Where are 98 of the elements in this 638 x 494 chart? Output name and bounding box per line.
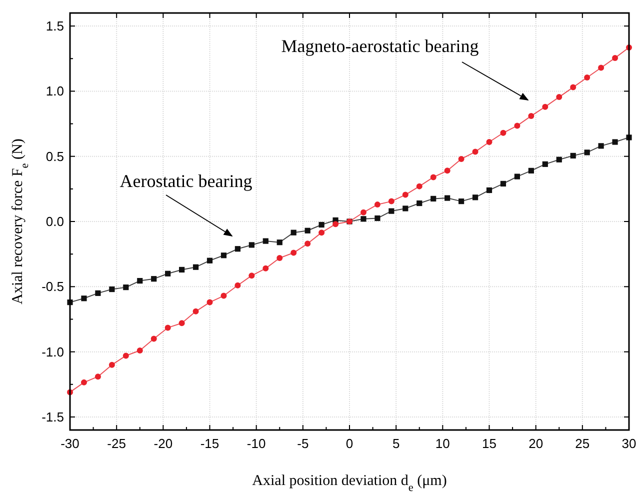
point xyxy=(486,139,492,146)
y-tick-label: 1.5 xyxy=(46,18,64,34)
point xyxy=(416,200,422,206)
point xyxy=(514,122,520,129)
point xyxy=(151,276,157,282)
y-tick-label: -1.5 xyxy=(42,409,64,424)
point xyxy=(80,379,87,386)
point xyxy=(360,209,366,216)
point xyxy=(234,246,240,252)
point xyxy=(500,180,506,187)
point xyxy=(612,54,618,61)
point xyxy=(248,272,255,279)
x-tick-label: -30 xyxy=(60,436,80,451)
point xyxy=(81,296,87,302)
x-tick-label: 20 xyxy=(528,436,544,451)
point xyxy=(556,156,562,162)
point xyxy=(123,284,129,290)
point xyxy=(598,64,604,71)
point xyxy=(570,152,576,158)
y-tick-label: 0.0 xyxy=(46,214,64,229)
point xyxy=(95,290,101,296)
point xyxy=(150,336,157,342)
point xyxy=(220,252,227,258)
point xyxy=(430,196,436,202)
point xyxy=(388,198,394,204)
point xyxy=(178,320,185,326)
point xyxy=(290,230,296,236)
point xyxy=(318,222,324,228)
point xyxy=(206,299,213,306)
x-tick-label: 0 xyxy=(346,436,354,451)
point xyxy=(165,270,171,276)
point xyxy=(374,202,380,208)
point xyxy=(612,139,618,145)
x-tick-label: -20 xyxy=(154,436,173,451)
point xyxy=(262,238,268,244)
x-tick-label: -25 xyxy=(107,436,126,451)
y-tick-label: 0.5 xyxy=(46,148,64,164)
point xyxy=(444,195,450,201)
point xyxy=(248,242,254,248)
point xyxy=(570,84,576,90)
point xyxy=(472,148,478,155)
point xyxy=(94,374,101,380)
point xyxy=(430,174,436,180)
point xyxy=(276,240,282,246)
point xyxy=(304,228,310,234)
point xyxy=(402,192,408,198)
point xyxy=(528,112,534,119)
point xyxy=(444,168,450,174)
point xyxy=(402,206,408,212)
y-tick-label: -0.5 xyxy=(42,279,64,294)
point xyxy=(542,104,548,110)
point xyxy=(458,198,464,204)
point xyxy=(472,194,478,200)
point xyxy=(528,168,534,174)
point xyxy=(192,308,199,314)
point xyxy=(360,216,366,222)
point xyxy=(598,143,604,149)
point xyxy=(416,183,422,190)
point xyxy=(304,240,311,247)
x-axis-title: Axial position deviation d$_{e}$ (μm) xyxy=(252,473,447,494)
x-tick-label: 10 xyxy=(435,436,450,451)
x-tick-label: -10 xyxy=(246,436,266,451)
point xyxy=(136,348,143,354)
point xyxy=(318,230,325,236)
point xyxy=(206,258,213,264)
point xyxy=(220,292,227,299)
point xyxy=(108,362,115,368)
point xyxy=(486,187,492,194)
point xyxy=(122,352,129,359)
point xyxy=(234,282,241,288)
point xyxy=(192,264,199,270)
point xyxy=(262,265,269,272)
x-tick-label: 30 xyxy=(622,436,636,451)
annotation: Magneto-aerostatic bearing xyxy=(281,36,479,56)
x-tick-label: 5 xyxy=(392,436,400,451)
point xyxy=(109,286,115,292)
point xyxy=(584,74,590,81)
point xyxy=(179,266,185,273)
point xyxy=(290,250,297,256)
point xyxy=(458,156,464,162)
point xyxy=(332,221,339,228)
point xyxy=(542,161,548,167)
point xyxy=(374,215,380,222)
y-tick-label: 1.0 xyxy=(46,84,64,99)
annotation: Aerostatic bearing xyxy=(120,171,252,191)
x-tick-label: -15 xyxy=(200,436,220,451)
point xyxy=(388,208,394,214)
x-tick-label: 15 xyxy=(482,436,496,451)
x-tick-label: -5 xyxy=(297,436,309,451)
point xyxy=(137,278,143,284)
point xyxy=(500,130,506,136)
x-tick-label: 25 xyxy=(575,436,590,451)
point xyxy=(584,150,590,156)
y-tick-label: -1.0 xyxy=(42,344,64,360)
point xyxy=(276,254,283,261)
point xyxy=(556,94,562,100)
point xyxy=(514,174,520,180)
point xyxy=(164,324,171,331)
